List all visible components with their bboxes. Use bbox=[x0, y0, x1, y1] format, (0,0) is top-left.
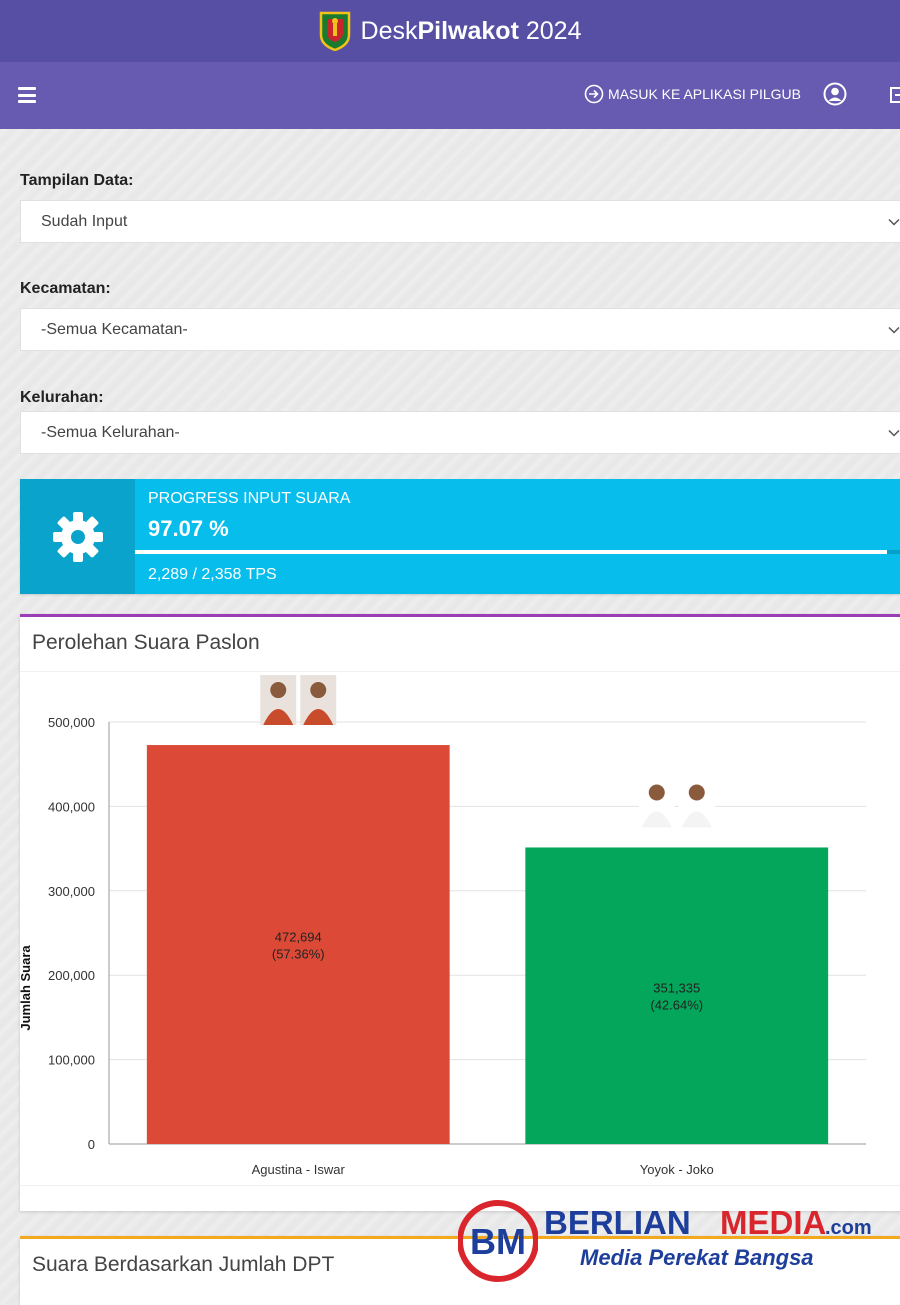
progress-info-box: PROGRESS INPUT SUARA 97.07 % 2,289 / 2,3… bbox=[20, 479, 900, 594]
candidate-photo bbox=[300, 675, 337, 726]
nav-bar: MASUK KE APLIKASI PILGUB bbox=[0, 62, 900, 129]
kecamatan-value: -Semua Kecamatan- bbox=[41, 320, 188, 338]
pilgub-app-link[interactable]: MASUK KE APLIKASI PILGUB bbox=[584, 84, 801, 104]
photo-head bbox=[310, 682, 327, 699]
brand-tagline: Media Perekat Bangsa bbox=[580, 1245, 814, 1270]
sign-in-icon bbox=[584, 84, 604, 104]
chevron-down-icon bbox=[888, 429, 900, 437]
tampilan-data-select[interactable]: Sudah Input bbox=[20, 200, 900, 243]
y-tick-label: 400,000 bbox=[48, 799, 95, 814]
tampilan-data-label: Tampilan Data: bbox=[20, 172, 134, 189]
photo-body bbox=[303, 709, 334, 726]
city-emblem-icon bbox=[319, 11, 350, 51]
y-axis-title: Jumlah Suara bbox=[20, 945, 33, 1031]
bar-1 bbox=[146, 745, 450, 1144]
votes-card: Perolehan Suara Paslon 0 100,000 200,000 30… bbox=[20, 614, 900, 1211]
kecamatan-label: Kecamatan: bbox=[20, 280, 111, 297]
brand-first: BERLIAN bbox=[544, 1204, 691, 1241]
bar-percent-label: (42.64%) bbox=[650, 998, 703, 1013]
brand-domain: .com bbox=[825, 1217, 872, 1239]
logo-letters: BM bbox=[470, 1221, 526, 1262]
photo-body bbox=[681, 811, 712, 828]
chevron-down-icon bbox=[888, 326, 900, 334]
dpt-card-title: Suara Berdasarkan Jumlah DPT bbox=[32, 1253, 335, 1276]
berlianmedia-watermark: BM BERLIAN MEDIA .com Media Perekat Bang… bbox=[458, 1198, 883, 1288]
bar-2 bbox=[525, 847, 829, 1144]
brand-prefix: Desk bbox=[360, 16, 418, 45]
candidate-photo bbox=[638, 777, 675, 828]
votes-bar-chart: 0 100,000 200,000 300,000 400,000 500,000 Juml… bbox=[20, 675, 866, 1177]
photo-body bbox=[641, 811, 672, 828]
bar-percent-label: (57.36%) bbox=[272, 947, 325, 962]
y-tick-label: 100,000 bbox=[48, 1053, 95, 1068]
card-divider bbox=[20, 671, 900, 672]
y-tick-label: 0 bbox=[88, 1137, 95, 1152]
y-tick-label: 500,000 bbox=[48, 715, 95, 730]
y-tick-label: 300,000 bbox=[48, 884, 95, 899]
votes-card-title: Perolehan Suara Paslon bbox=[32, 631, 260, 654]
candidate-photo bbox=[260, 675, 297, 726]
user-circle-icon[interactable] bbox=[823, 82, 847, 106]
card-divider bbox=[20, 1185, 900, 1186]
y-tick-label: 200,000 bbox=[48, 968, 95, 983]
brand-second: MEDIA bbox=[720, 1204, 827, 1241]
chevron-down-icon bbox=[888, 218, 900, 226]
pilgub-link-label: MASUK KE APLIKASI PILGUB bbox=[608, 86, 801, 102]
tampilan-data-value: Sudah Input bbox=[41, 212, 128, 230]
top-bar: DeskPilwakot 2024 bbox=[0, 0, 900, 62]
kecamatan-select[interactable]: -Semua Kecamatan- bbox=[20, 308, 900, 351]
photo-head bbox=[688, 784, 705, 801]
app-brand[interactable]: DeskPilwakot 2024 bbox=[319, 11, 582, 51]
brand-year: 2024 bbox=[525, 16, 582, 45]
photo-head bbox=[270, 682, 287, 699]
berlianmedia-logo: BM bbox=[458, 1200, 538, 1282]
progress-percent: 97.07 % bbox=[148, 516, 229, 541]
brand-bold: Pilwakot bbox=[417, 16, 519, 45]
x-tick-label: Agustina - Iswar bbox=[252, 1162, 346, 1177]
kelurahan-label: Kelurahan: bbox=[20, 389, 104, 406]
progress-bar-fill bbox=[135, 550, 888, 554]
progress-body: PROGRESS INPUT SUARA 97.07 % 2,289 / 2,3… bbox=[135, 479, 900, 594]
progress-icon-box bbox=[20, 479, 135, 594]
photo-head bbox=[648, 784, 665, 801]
gear-icon bbox=[52, 511, 103, 562]
x-tick-label: Yoyok - Joko bbox=[640, 1162, 714, 1177]
progress-bar bbox=[135, 550, 900, 554]
kelurahan-select[interactable]: -Semua Kelurahan- bbox=[20, 411, 900, 454]
bar-value-label: 472,694 bbox=[275, 930, 322, 945]
photo-body bbox=[263, 709, 294, 726]
candidate-photo bbox=[678, 777, 715, 828]
progress-title: PROGRESS INPUT SUARA bbox=[148, 490, 351, 507]
logout-icon[interactable] bbox=[888, 85, 900, 105]
bar-value-label: 351,335 bbox=[653, 981, 700, 996]
kelurahan-value: -Semua Kelurahan- bbox=[41, 423, 180, 441]
progress-tps-count: 2,289 / 2,358 TPS bbox=[148, 566, 277, 583]
hamburger-icon[interactable] bbox=[18, 87, 36, 103]
